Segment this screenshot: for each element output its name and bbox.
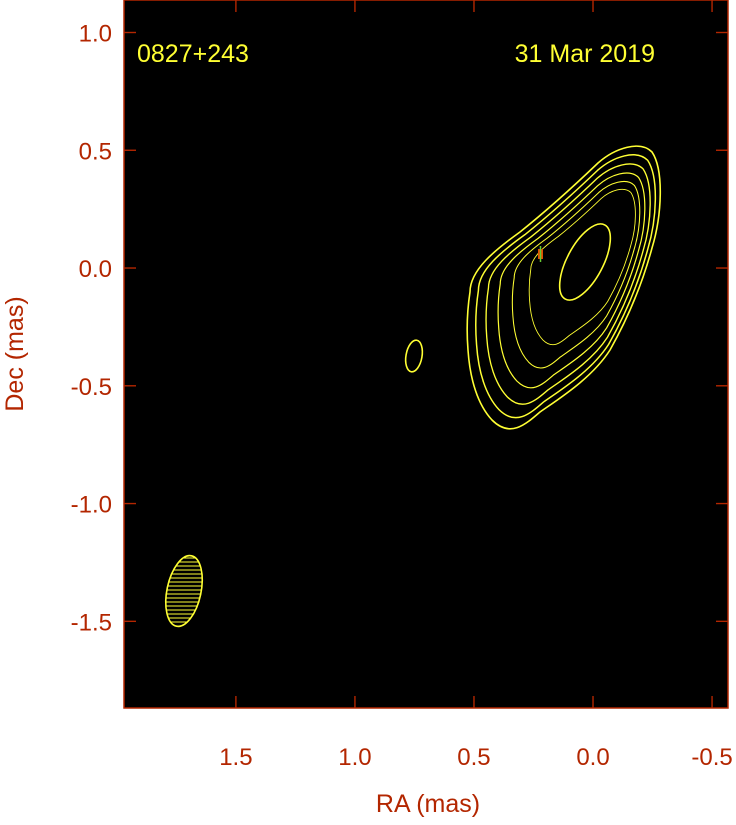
epoch: 31 Mar 2019 xyxy=(515,40,655,68)
contour xyxy=(558,223,612,301)
contours xyxy=(404,145,662,430)
y-axis-label: Dec (mas) xyxy=(1,296,29,411)
x-axis-label: RA (mas) xyxy=(376,790,480,818)
source-name: 0827+243 xyxy=(137,40,249,68)
contour xyxy=(404,339,424,373)
x-tick-label: 1.5 xyxy=(219,744,252,771)
y-tick-label: 1.0 xyxy=(79,21,112,48)
x-tick-label: 1.0 xyxy=(338,744,371,771)
x-tick-label: -0.5 xyxy=(691,744,732,771)
y-tick-label: -1.5 xyxy=(71,609,112,636)
y-tick-label: -1.0 xyxy=(71,492,112,519)
x-tick-label: 0.0 xyxy=(576,744,609,771)
y-tick-label: 0.5 xyxy=(79,138,112,165)
plot-frame xyxy=(123,0,729,709)
y-tick-label: -0.5 xyxy=(71,374,112,401)
y-tick-label: 0.0 xyxy=(79,256,112,283)
x-tick-label: 0.5 xyxy=(457,744,490,771)
plot-area xyxy=(124,0,728,708)
